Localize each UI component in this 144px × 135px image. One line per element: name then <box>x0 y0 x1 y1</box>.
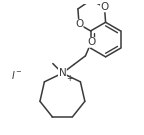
Text: $I^-$: $I^-$ <box>11 69 23 81</box>
Text: +: + <box>66 74 72 83</box>
Text: O: O <box>87 37 95 47</box>
Text: O: O <box>100 2 109 12</box>
Text: N: N <box>58 68 66 78</box>
Text: O: O <box>75 19 83 29</box>
